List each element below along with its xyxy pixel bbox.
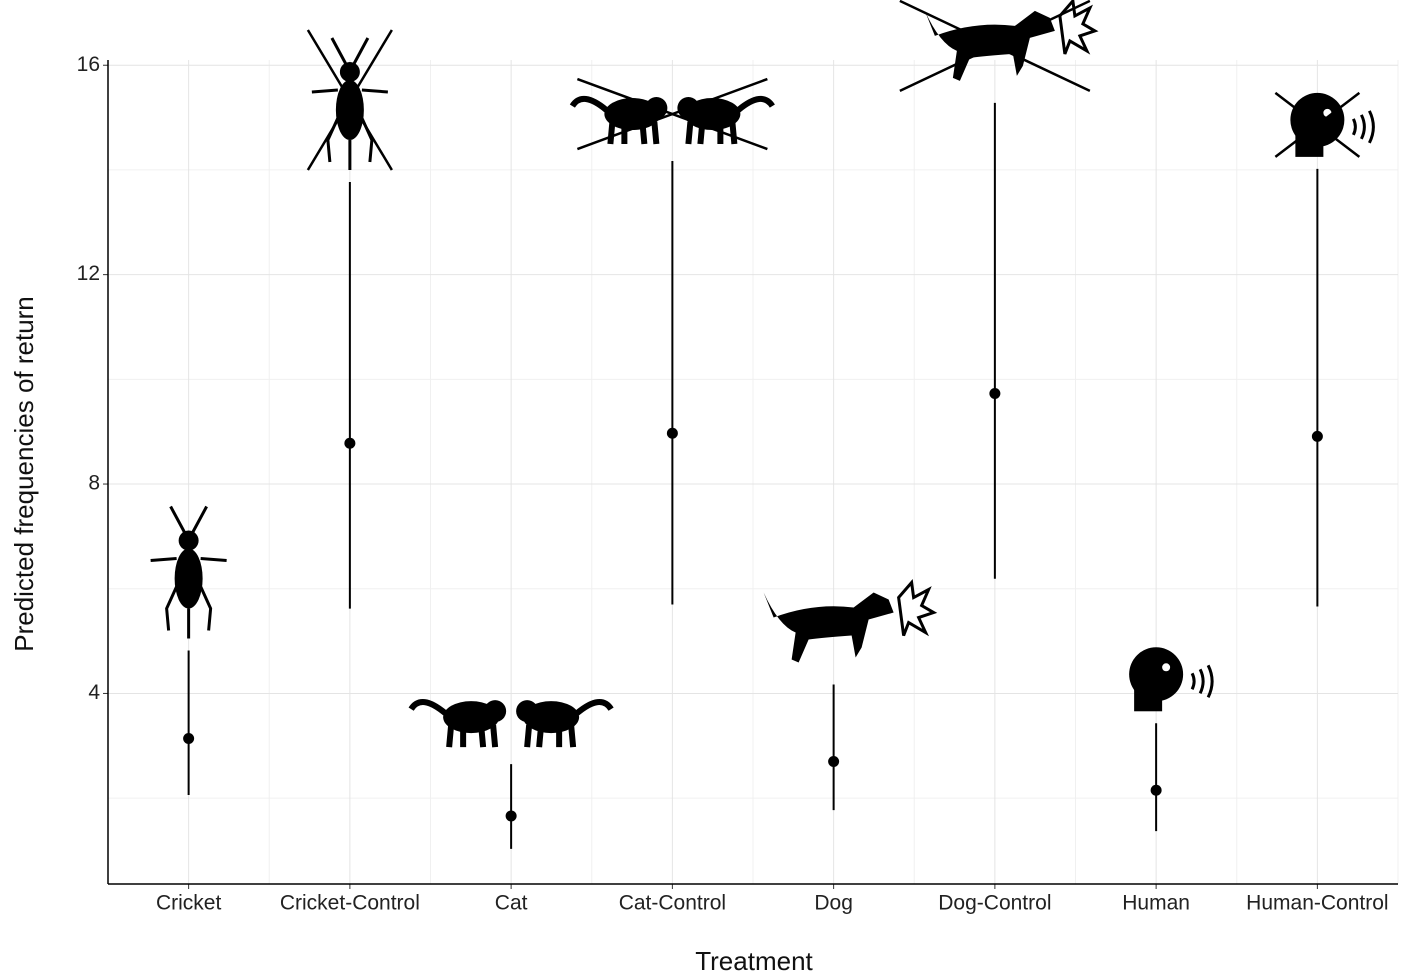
point xyxy=(666,427,678,439)
marks xyxy=(183,102,1323,849)
x-tick-label: Dog-Control xyxy=(938,892,1051,915)
cross xyxy=(576,77,768,151)
icon-part xyxy=(1290,92,1345,147)
icon xyxy=(306,29,393,171)
cross xyxy=(899,0,1091,93)
grid xyxy=(103,60,1399,889)
icon xyxy=(763,579,938,663)
point xyxy=(989,387,1001,399)
point xyxy=(828,755,840,767)
icon-part xyxy=(1352,110,1375,144)
icon-part xyxy=(335,79,364,140)
icon xyxy=(408,699,614,748)
icon-part xyxy=(516,700,539,723)
point xyxy=(505,810,517,822)
icon xyxy=(1129,647,1214,712)
icon xyxy=(1274,91,1375,158)
y-tick-label: 8 xyxy=(88,472,100,495)
icon-part xyxy=(1162,663,1171,672)
point xyxy=(1311,430,1323,442)
x-tick-label: Cricket-Control xyxy=(280,892,420,915)
icon-part xyxy=(1190,664,1214,698)
x-axis-title: Treatment xyxy=(695,946,813,976)
icon-part xyxy=(174,548,203,609)
icon-part xyxy=(1295,134,1324,157)
icon-part xyxy=(1129,647,1184,702)
x-tick-label: Cat-Control xyxy=(619,892,726,915)
x-tick-label: Cricket xyxy=(156,892,222,915)
icon-part xyxy=(763,592,894,663)
icon-part xyxy=(1134,689,1163,712)
icon xyxy=(899,0,1099,93)
icon-part xyxy=(339,61,360,82)
icon-part xyxy=(484,700,507,723)
icons xyxy=(150,0,1375,748)
y-axis-title: Predicted frequencies of return xyxy=(9,296,39,652)
y-tick-label: 4 xyxy=(88,681,100,704)
x-tick-label: Cat xyxy=(495,892,528,915)
point xyxy=(1150,784,1162,796)
icon-part xyxy=(311,37,388,170)
icon-part xyxy=(178,530,199,551)
x-tick-label: Human-Control xyxy=(1246,892,1388,915)
icon-part xyxy=(408,699,507,748)
icon-part xyxy=(408,699,499,748)
icon-part xyxy=(524,699,614,748)
point xyxy=(344,437,356,449)
point xyxy=(183,732,195,744)
y-tick-label: 16 xyxy=(77,53,100,76)
icon xyxy=(150,505,227,639)
x-tick-label: Human xyxy=(1122,892,1190,915)
cross xyxy=(1274,91,1361,158)
icon-part xyxy=(516,699,614,748)
icon-part xyxy=(897,579,938,637)
x-tick-label: Dog xyxy=(814,892,853,915)
cross xyxy=(306,29,393,171)
y-tick-label: 12 xyxy=(77,262,100,285)
icon-part xyxy=(150,505,227,639)
icon-part xyxy=(1058,0,1099,55)
icon xyxy=(569,77,775,151)
